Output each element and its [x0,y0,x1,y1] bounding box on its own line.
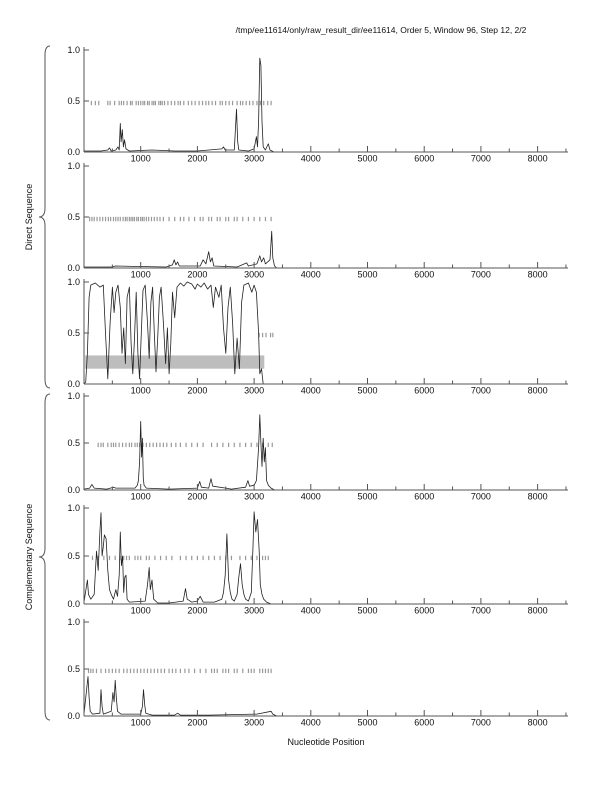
probability-curve [84,230,566,269]
x-tick-label: 4000 [301,606,321,616]
y-tick-label: 0.5 [67,551,80,561]
x-tick-label: 8000 [528,270,548,280]
y-tick-label: 0.0 [67,379,80,389]
x-tick-label: 7000 [471,270,491,280]
x-tick-label: 8000 [528,154,548,164]
group-brace [38,45,51,389]
probability-curve [83,676,566,717]
x-tick-label: 7000 [471,718,491,728]
y-tick-label: 1.0 [67,617,80,627]
x-tick-label: 6000 [414,386,434,396]
x-tick-label: 8000 [528,386,548,396]
x-tick-label: 3000 [244,270,264,280]
y-tick-label: 1.0 [67,503,80,513]
probability-curve [83,281,566,385]
x-tick-label: 3000 [244,606,264,616]
y-tick-label: 0.5 [67,96,80,106]
y-tick-label: 0.0 [67,485,80,495]
y-tick-label: 0.0 [67,599,80,609]
x-tick-label: 1000 [131,154,151,164]
x-tick-label: 2000 [187,492,207,502]
y-tick-label: 1.0 [67,277,80,287]
x-tick-label: 1000 [131,492,151,502]
x-axis-title: Nucleotide Position [287,737,365,747]
y-tick-label: 0.5 [67,212,80,222]
shadow-band [85,355,265,369]
x-tick-label: 2000 [187,386,207,396]
x-tick-label: 3000 [244,492,264,502]
x-tick-label: 7000 [471,386,491,396]
x-tick-label: 1000 [131,606,151,616]
probability-curve [83,414,566,491]
y-tick-label: 0.5 [67,328,80,338]
x-tick-label: 5000 [357,386,377,396]
y-tick-label: 0.0 [67,711,80,721]
group-brace [38,393,51,721]
x-tick-label: 7000 [471,154,491,164]
x-tick-label: 3000 [244,386,264,396]
x-tick-label: 6000 [414,718,434,728]
x-tick-label: 8000 [528,718,548,728]
x-tick-label: 6000 [414,492,434,502]
x-tick-label: 4000 [301,718,321,728]
x-tick-label: 6000 [414,154,434,164]
x-tick-label: 6000 [414,270,434,280]
x-tick-label: 5000 [357,270,377,280]
x-tick-label: 8000 [528,606,548,616]
y-tick-label: 0.0 [67,147,80,157]
x-tick-label: 1000 [131,270,151,280]
x-tick-label: 3000 [244,154,264,164]
x-tick-label: 2000 [187,718,207,728]
x-tick-label: 4000 [301,386,321,396]
x-tick-label: 5000 [357,154,377,164]
x-tick-label: 4000 [301,154,321,164]
x-tick-label: 3000 [244,718,264,728]
x-tick-label: 2000 [187,270,207,280]
y-tick-label: 0.5 [67,664,80,674]
x-tick-label: 5000 [357,718,377,728]
y-tick-label: 1.0 [67,45,80,55]
x-tick-label: 4000 [301,270,321,280]
x-tick-label: 2000 [187,606,207,616]
x-tick-label: 7000 [471,606,491,616]
probability-curve [83,511,566,605]
x-tick-label: 1000 [131,386,151,396]
y-tick-label: 1.0 [67,161,80,171]
x-tick-label: 6000 [414,606,434,616]
x-tick-label: 8000 [528,492,548,502]
x-tick-label: 5000 [357,492,377,502]
x-tick-label: 4000 [301,492,321,502]
y-tick-label: 1.0 [67,391,80,401]
x-tick-label: 1000 [131,718,151,728]
x-tick-label: 2000 [187,154,207,164]
x-tick-label: 5000 [357,606,377,616]
page-title: /tmp/ee11614/only/raw_result_dir/ee11614… [235,25,527,35]
y-tick-label: 0.0 [67,263,80,273]
x-tick-label: 7000 [471,492,491,502]
probability-curve [84,57,566,153]
y-tick-label: 0.5 [67,438,80,448]
